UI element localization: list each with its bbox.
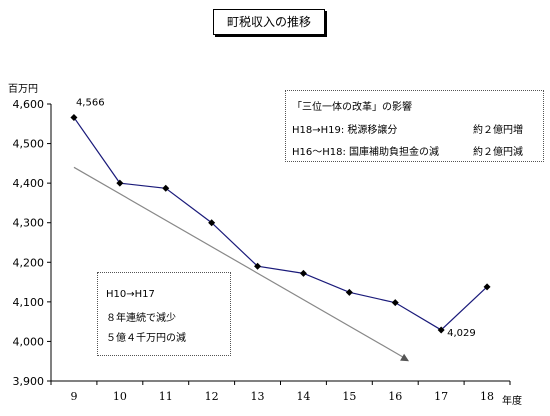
y-tick-label: 4,500 xyxy=(13,138,45,151)
reform-note-title: 「三位一体の改革」の影響 xyxy=(292,102,412,113)
reform-note-row1-label: H18→H19: 税源移譲分 xyxy=(292,125,398,136)
data-label: 4,029 xyxy=(447,328,476,339)
x-axis-unit: 年度 xyxy=(502,396,522,407)
reform-note-row1-value: 約２億円増 xyxy=(473,125,523,136)
y-tick-label: 4,600 xyxy=(13,98,45,111)
reform-note-row2-label: H16～H18: 国庫補助負担金の減 xyxy=(292,147,440,158)
x-tick-label: 18 xyxy=(480,390,494,403)
data-point xyxy=(70,113,78,121)
data-point xyxy=(345,288,353,296)
data-label: 4,566 xyxy=(76,97,105,108)
x-tick-label: 16 xyxy=(388,390,402,403)
data-point xyxy=(208,219,216,227)
reform-note-row2-value: 約２億円減 xyxy=(473,147,523,158)
y-tick-label: 4,000 xyxy=(13,335,45,348)
x-tick-label: 15 xyxy=(342,390,356,403)
y-tick-label: 4,100 xyxy=(13,296,45,309)
x-tick-label: 13 xyxy=(251,390,265,403)
data-point xyxy=(391,299,399,307)
data-point xyxy=(162,184,170,192)
decline-note-years: ８年連続で減少 xyxy=(106,313,176,324)
y-tick-label: 4,300 xyxy=(13,217,45,230)
x-tick-label: 11 xyxy=(159,390,173,403)
data-point xyxy=(254,262,262,270)
trend-arrowhead xyxy=(400,353,410,362)
data-point xyxy=(483,283,491,291)
x-tick-label: 10 xyxy=(113,390,127,403)
x-tick-label: 14 xyxy=(296,390,310,403)
y-tick-label: 4,400 xyxy=(13,177,45,190)
decline-note-period: H10→H17 xyxy=(106,289,155,300)
series-line xyxy=(73,117,488,331)
chart-title: 町税収入の推移 xyxy=(213,9,325,35)
x-tick-label: 17 xyxy=(434,390,448,403)
reform-impact-note: 「三位一体の改革」の影響 H18→H19: 税源移譲分 約２億円増 H16～H1… xyxy=(285,90,544,162)
y-tick-label: 3,900 xyxy=(13,375,45,388)
decline-note: H10→H17 ８年連続で減少 ５億４千万円の減 xyxy=(97,272,231,356)
x-tick-label: 9 xyxy=(70,390,77,403)
decline-note-amount: ５億４千万円の減 xyxy=(106,333,186,344)
data-point xyxy=(299,269,307,277)
data-point xyxy=(437,326,445,334)
y-tick-label: 4,200 xyxy=(13,256,45,269)
data-point xyxy=(116,179,124,187)
x-tick-label: 12 xyxy=(205,390,219,403)
trend-line xyxy=(73,166,406,359)
y-axis-unit: 百万円 xyxy=(8,84,38,95)
